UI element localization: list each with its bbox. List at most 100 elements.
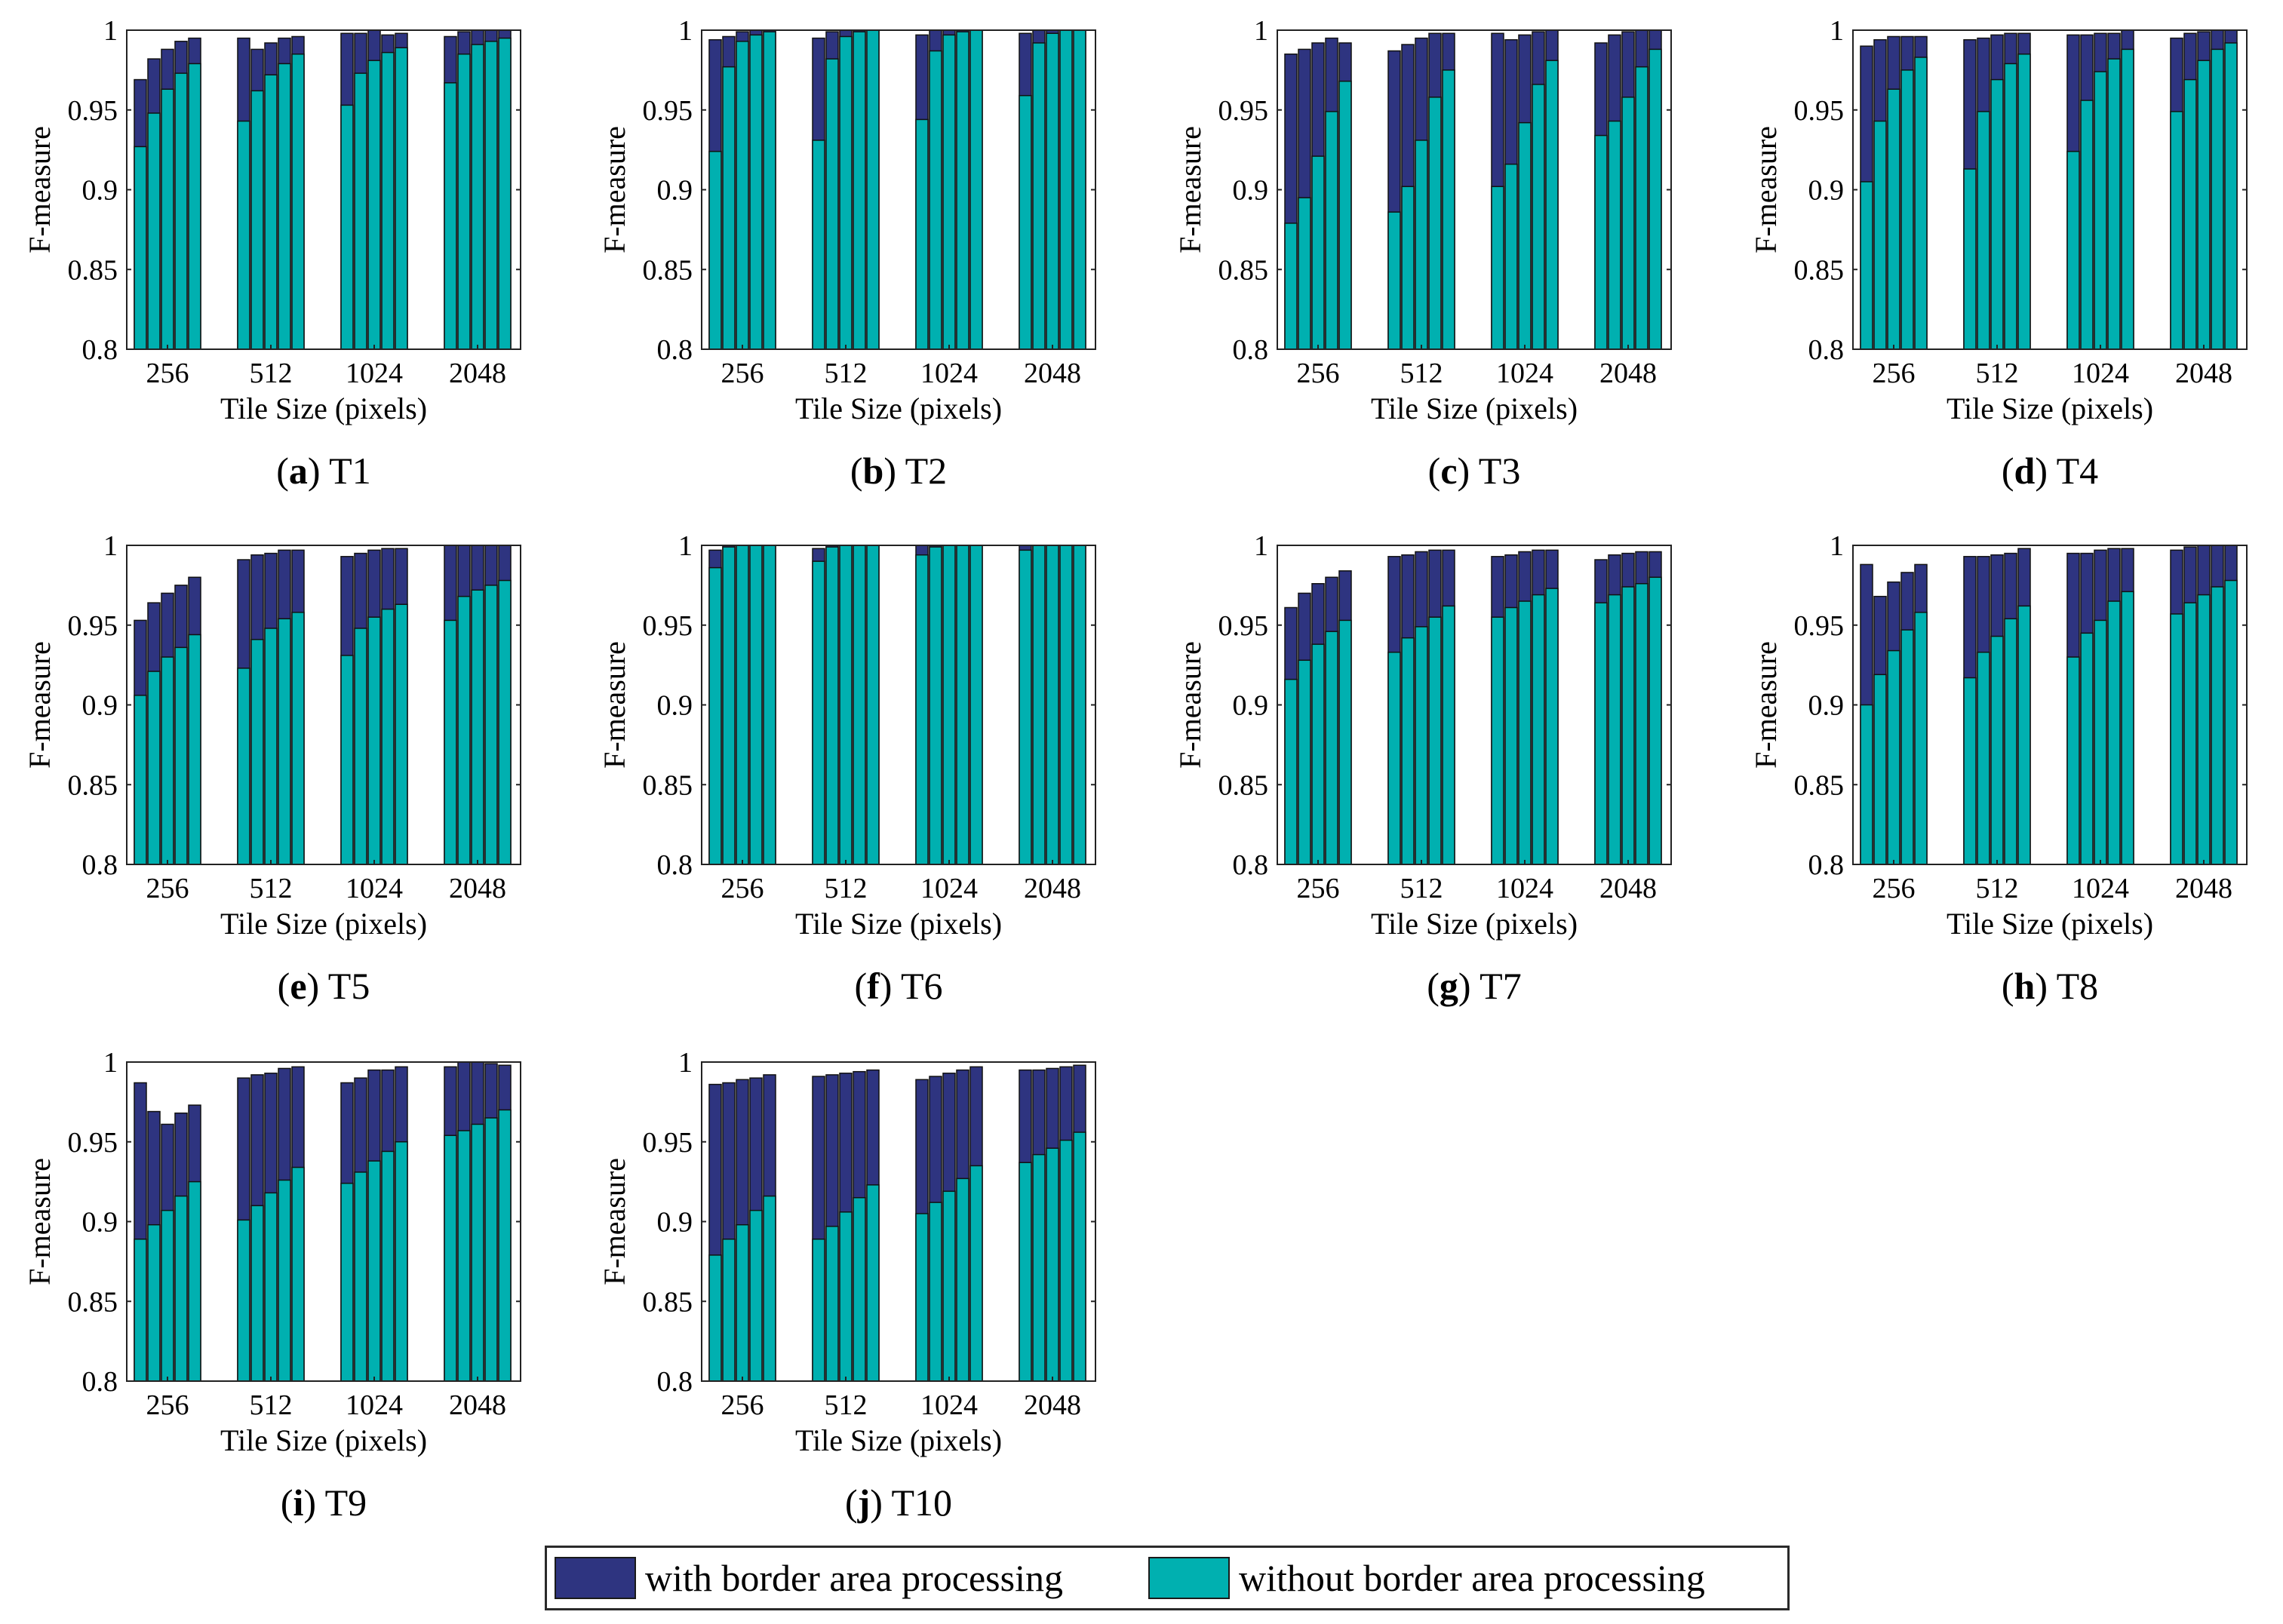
- bar-without-border-512-3: [1415, 140, 1428, 350]
- bar-without-border-512-2: [250, 90, 264, 350]
- caption-paren: (: [1427, 450, 1441, 492]
- bar-without-border-1024-5: [969, 545, 983, 865]
- x-axis-label: Tile Size (pixels): [1947, 391, 2153, 425]
- x-tick-label: 512: [825, 1389, 868, 1421]
- bar-without-border-512-1: [237, 120, 250, 350]
- bar-without-border-2048-1: [1019, 94, 1032, 350]
- bar-without-border-1024-1: [1491, 616, 1504, 865]
- caption-letter: b: [862, 450, 884, 492]
- bar-without-border-512-4: [278, 63, 291, 350]
- legend-label-with-border: with border area processing: [645, 1557, 1063, 1599]
- bar-without-border-2048-5: [1648, 48, 1662, 350]
- x-axis-label: Tile Size (pixels): [1947, 907, 2153, 941]
- caption-paren: (: [2001, 965, 2014, 1007]
- bar-without-border-512-1: [1387, 651, 1401, 865]
- bar-without-border-512-5: [291, 612, 305, 865]
- x-tick-label: 512: [1976, 358, 2019, 389]
- x-tick-label: 512: [825, 358, 868, 389]
- bar-without-border-256-2: [722, 546, 736, 865]
- y-tick-label: 0.95: [68, 610, 118, 642]
- axes-frame: [126, 29, 521, 350]
- axes-frame: [1277, 29, 1672, 350]
- x-tick-label: 2048: [2175, 358, 2232, 389]
- x-tick-label: 256: [146, 873, 189, 904]
- bar-without-border-1024-4: [956, 1177, 969, 1382]
- y-tick-label: 0.8: [1808, 334, 1845, 366]
- bar-without-border-2048-5: [1073, 29, 1086, 350]
- bar-without-border-1024-1: [340, 1182, 354, 1382]
- chart-t1: 256 512 1024 2048 0.8 0.85 0.9 0.95 1 Tile Size (…: [23, 15, 521, 425]
- x-tick-label: 256: [1297, 873, 1340, 904]
- y-tick-label: 1: [678, 530, 693, 562]
- bar-without-border-256-2: [722, 1239, 736, 1382]
- bar-without-border-512-3: [1990, 78, 2004, 350]
- bar-without-border-2048-2: [457, 53, 471, 350]
- bar-without-border-2048-3: [1046, 32, 1059, 350]
- bar-without-border-2048-2: [1032, 42, 1046, 350]
- y-tick-label: 0.8: [657, 849, 693, 881]
- y-tick-label: 1: [1830, 15, 1844, 47]
- bar-without-border-1024-3: [2094, 619, 2107, 865]
- bar-without-border-2048-4: [484, 41, 498, 350]
- bar-without-border-1024-2: [2080, 100, 2094, 350]
- y-axis-label: F-measure: [1749, 126, 1783, 253]
- bar-without-border-512-2: [1977, 651, 1990, 865]
- bar-without-border-1024-2: [354, 72, 367, 350]
- chart-t2: 256 512 1024 2048 0.8 0.85 0.9 0.95 1 Tile Size (…: [598, 15, 1096, 425]
- caption-t1: (a) T1: [128, 449, 520, 493]
- y-tick-label: 1: [103, 1047, 118, 1079]
- bar-without-border-512-2: [250, 639, 264, 865]
- bar-without-border-1024-5: [2121, 591, 2134, 865]
- bar-without-border-512-4: [278, 1179, 291, 1382]
- bar-without-border-1024-4: [956, 31, 969, 350]
- axes-frame: [701, 1061, 1096, 1382]
- bar-without-border-1024-5: [395, 603, 408, 865]
- caption-t3: (c) T3: [1278, 449, 1670, 493]
- x-tick-label: 2048: [1599, 873, 1657, 904]
- y-axis-label: F-measure: [1173, 641, 1207, 769]
- bar-without-border-512-3: [264, 1192, 278, 1382]
- x-tick-label: 1024: [346, 1389, 403, 1421]
- caption-title: ) T4: [2035, 450, 2099, 492]
- bar-without-border-1024-2: [2080, 632, 2094, 865]
- x-tick-label: 1024: [920, 873, 978, 904]
- y-tick-label: 0.8: [82, 334, 118, 366]
- y-axis-label: F-measure: [23, 1158, 57, 1285]
- x-tick-label: 2048: [2175, 873, 2232, 904]
- bar-without-border-256-3: [161, 1209, 174, 1382]
- bar-without-border-2048-1: [444, 1134, 457, 1382]
- bar-without-border-2048-2: [1608, 594, 1621, 865]
- bar-without-border-256-5: [188, 63, 201, 350]
- bar-without-border-2048-5: [2224, 42, 2238, 350]
- y-axis-label: F-measure: [598, 126, 631, 253]
- caption-t9: (i) T9: [128, 1481, 520, 1524]
- bar-without-border-1024-3: [367, 1160, 381, 1382]
- bar-without-border-256-5: [1338, 80, 1352, 350]
- y-tick-label: 0.85: [1218, 769, 1269, 801]
- bar-without-border-2048-1: [1019, 1162, 1032, 1382]
- bar-without-border-256-3: [1887, 88, 1900, 350]
- y-tick-label: 0.85: [1794, 254, 1845, 286]
- y-tick-label: 1: [1830, 530, 1844, 562]
- x-axis-label: Tile Size (pixels): [220, 1423, 427, 1457]
- bar-without-border-2048-2: [1032, 545, 1046, 865]
- chart-t10: 256 512 1024 2048 0.8 0.85 0.9 0.95 1 Tile Size (…: [598, 1047, 1096, 1457]
- bar-without-border-256-5: [1914, 57, 1928, 350]
- bar-without-border-2048-1: [444, 619, 457, 865]
- y-axis-label: F-measure: [23, 126, 57, 253]
- bar-without-border-512-4: [278, 618, 291, 865]
- x-tick-label: 1024: [346, 358, 403, 389]
- bar-without-border-2048-4: [484, 585, 498, 865]
- y-tick-label: 0.9: [1808, 175, 1845, 207]
- bar-without-border-1024-3: [367, 616, 381, 865]
- bar-without-border-256-1: [134, 146, 147, 350]
- bar-without-border-256-1: [708, 566, 722, 865]
- bar-without-border-1024-1: [2066, 656, 2080, 865]
- y-tick-label: 1: [1254, 15, 1268, 47]
- chart-t4: 256 512 1024 2048 0.8 0.85 0.9 0.95 1 Tile Size (…: [1749, 15, 2248, 425]
- x-tick-label: 1024: [346, 873, 403, 904]
- bar-without-border-2048-4: [1059, 1139, 1073, 1382]
- axes-frame: [1277, 545, 1672, 865]
- bar-without-border-2048-1: [444, 82, 457, 350]
